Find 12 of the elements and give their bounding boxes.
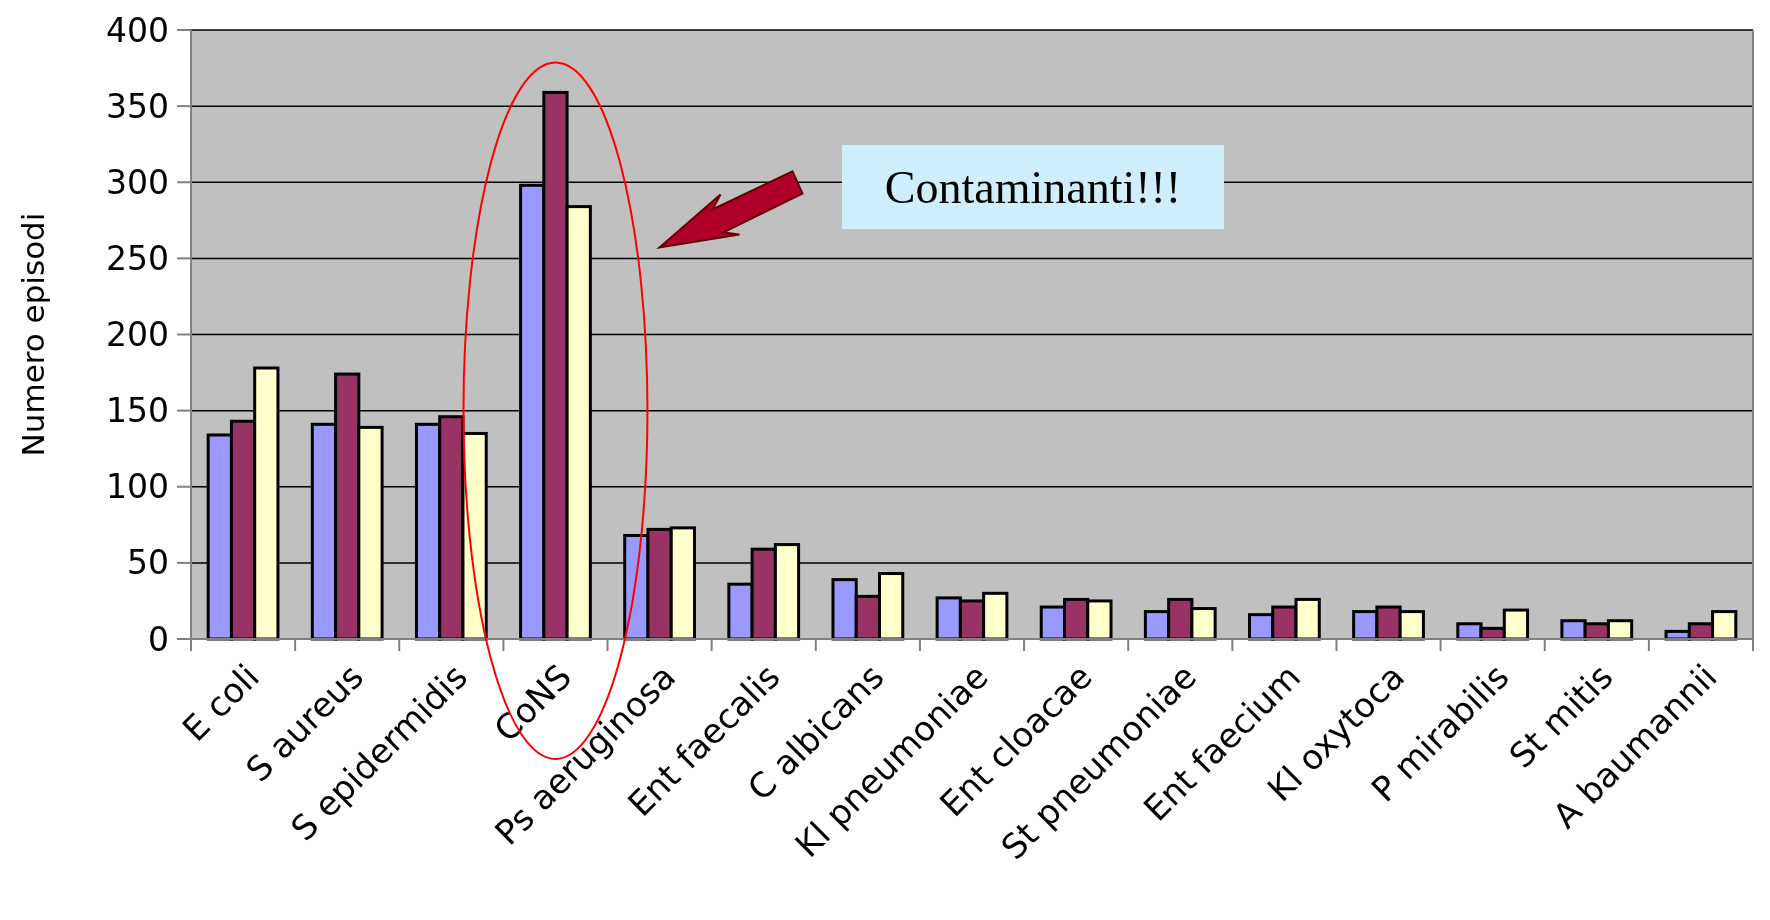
y-tick-label: 100 [106, 467, 169, 507]
y-tick-label: 300 [106, 162, 169, 202]
y-tick-label: 150 [106, 391, 169, 431]
y-axis-title: Numero episodi [15, 212, 51, 457]
y-tick-label: 250 [106, 238, 169, 278]
y-tick-label: 0 [148, 619, 169, 659]
y-tick-label: 400 [106, 10, 169, 50]
y-tick-label: 350 [106, 86, 169, 126]
y-tick-label: 200 [106, 315, 169, 355]
annotation: Contaminanti!!! [884, 162, 1182, 214]
x-tick-label: E coli [174, 656, 267, 749]
y-tick-label: 50 [127, 543, 169, 583]
